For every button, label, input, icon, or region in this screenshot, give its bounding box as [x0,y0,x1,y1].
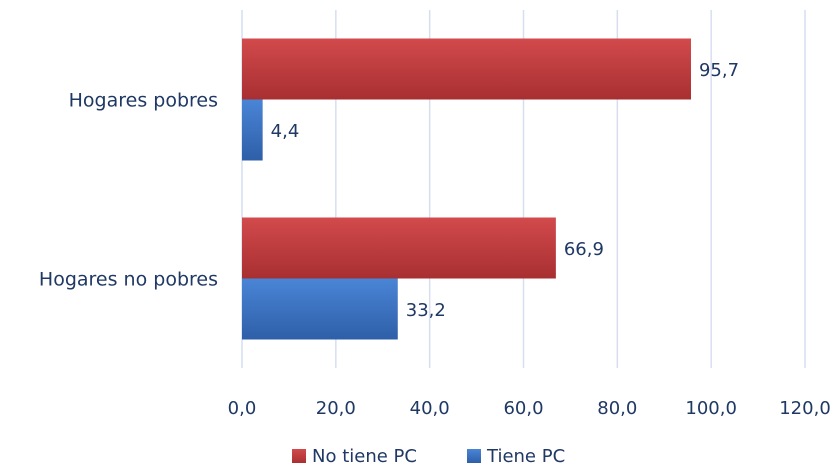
bar-tiene-pc-1 [242,278,398,340]
x-tick-label-3: 60,0 [503,398,543,419]
x-tick-label-6: 120,0 [779,398,831,419]
data-label-1-0: 4,4 [271,121,300,142]
data-label-0-0: 95,7 [699,60,739,81]
legend: No tiene PC Tiene PC [292,446,565,466]
x-tick-label-4: 80,0 [597,398,637,419]
bars [242,38,691,340]
category-label-1: Hogares no pobres [39,269,218,291]
x-tick-label-1: 20,0 [316,398,356,419]
labels: 0,0 20,0 40,0 60,0 80,0 100,0 120,0 Hogares pob… [39,60,831,419]
x-tick-label-5: 100,0 [685,398,737,419]
category-label-0: Hogares pobres [69,90,218,112]
data-label-1-1: 33,2 [406,300,446,321]
x-tick-label-0: 0,0 [228,398,257,419]
bar-no-tiene-pc-0 [242,38,691,100]
legend-label-0: No tiene PC [312,446,417,466]
x-tick-label-2: 40,0 [410,398,450,419]
data-label-0-1: 66,9 [564,239,604,260]
bar-no-tiene-pc-1 [242,217,556,279]
legend-label-1: Tiene PC [486,446,565,466]
legend-swatch-0 [292,449,306,463]
legend-swatch-1 [467,449,481,463]
bar-tiene-pc-0 [242,99,263,161]
